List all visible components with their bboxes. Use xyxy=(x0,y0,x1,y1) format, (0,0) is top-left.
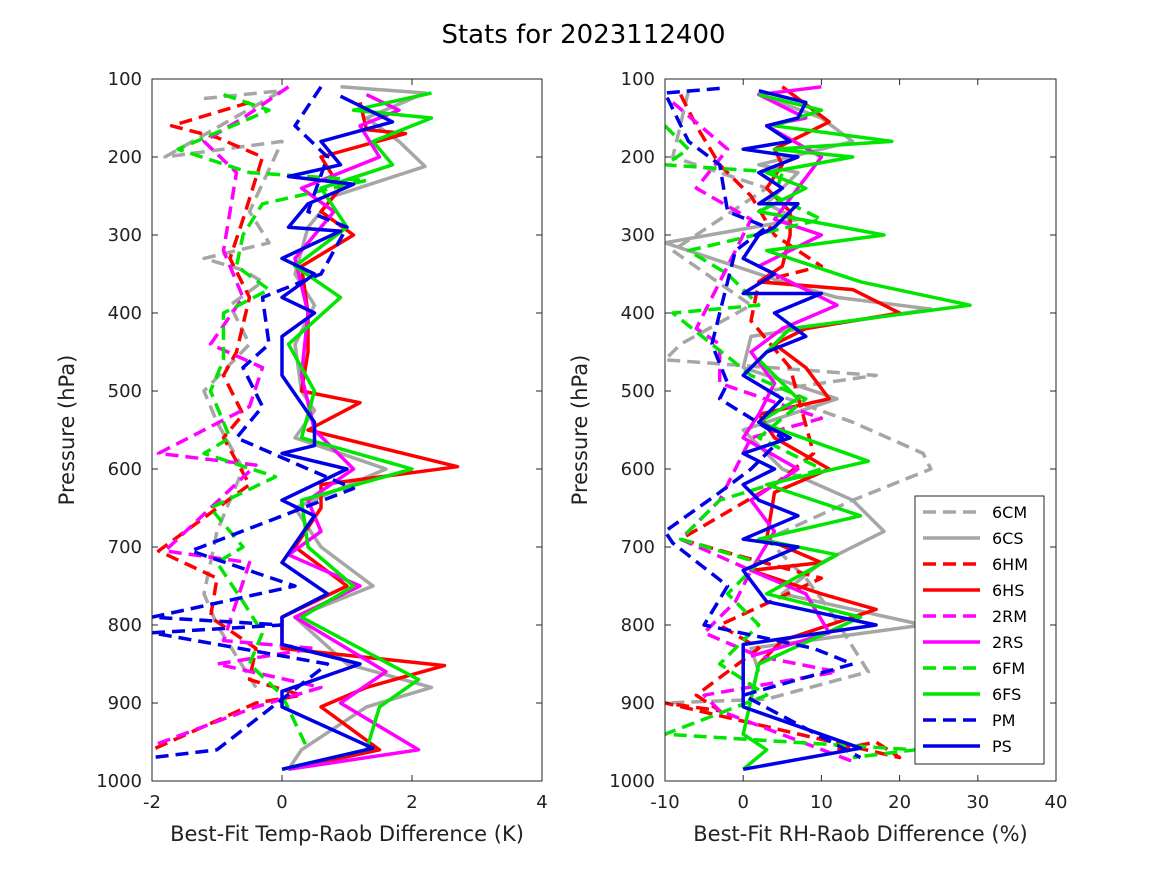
y-axis-label: Pressure (hPa) xyxy=(568,355,592,506)
series-group xyxy=(152,85,460,772)
right-panel-rh: -10 0 10 20 30 40 100 200 300 400 500 600 700 800 900 1… xyxy=(568,69,1067,846)
y-tick-label: 600 xyxy=(621,459,655,480)
plot-frame xyxy=(664,78,1057,782)
y-tick-label: 500 xyxy=(621,381,655,402)
y-tick-label: 300 xyxy=(621,225,655,246)
y-axis-label: Pressure (hPa) xyxy=(55,355,79,506)
series-line-2rm xyxy=(152,85,323,748)
legend: 6CM 6CS 6HM 6HS 2RM 2RS 6FM 6FS PM PS xyxy=(914,495,1045,765)
x-tick-label: 4 xyxy=(536,792,547,813)
legend-label: PS xyxy=(992,737,1012,756)
x-tick-label: 10 xyxy=(810,792,833,813)
legend-label: PM xyxy=(992,711,1015,730)
y-tick-label: 500 xyxy=(108,381,142,402)
x-tick-label: 40 xyxy=(1045,792,1068,813)
legend-box xyxy=(914,495,1045,765)
series-line-6cm xyxy=(163,88,284,689)
series-line-6fm xyxy=(665,124,917,760)
x-tick-label: 2 xyxy=(406,792,417,813)
series-line-ps xyxy=(280,94,395,772)
x-axis-label: Best-Fit Temp-Raob Difference (K) xyxy=(170,822,524,846)
series-line-6fs xyxy=(281,91,434,772)
y-tick-label: 100 xyxy=(621,69,655,90)
y-tick-label: 300 xyxy=(108,225,142,246)
y-tick-label: 900 xyxy=(621,693,655,714)
series-line-6fm xyxy=(176,92,369,751)
y-tick-label: 600 xyxy=(108,459,142,480)
y-tick-label: 800 xyxy=(108,615,142,636)
y-tick-label: 700 xyxy=(621,537,655,558)
y-tick-label: 400 xyxy=(108,303,142,324)
figure-title: Stats for 2023112400 xyxy=(441,20,726,50)
y-tick-label: 100 xyxy=(108,69,142,90)
y-tick-label: 800 xyxy=(621,615,655,636)
series-line-2rm xyxy=(671,101,854,764)
left-panel-temp: -2 0 2 4 100 200 300 400 500 600 700 800 900 1000 Best… xyxy=(55,69,548,846)
x-tick-label: 30 xyxy=(966,792,989,813)
series-line-2rs xyxy=(741,85,839,658)
series-line-pm xyxy=(152,85,356,760)
legend-label: 6CM xyxy=(992,503,1027,522)
series-line-6hm xyxy=(665,93,902,760)
x-tick-label: 20 xyxy=(888,792,911,813)
legend-label: 6HM xyxy=(992,555,1028,574)
y-tick-label: 1000 xyxy=(609,771,655,792)
plot-frame xyxy=(151,78,543,782)
y-tick-label: 700 xyxy=(108,537,142,558)
legend-label: 6HS xyxy=(992,581,1024,600)
series-line-6fs xyxy=(741,92,972,771)
y-tick-label: 200 xyxy=(621,147,655,168)
y-tick-label: 200 xyxy=(108,147,142,168)
series-line-6hm xyxy=(152,100,304,752)
legend-label: 6FS xyxy=(992,685,1021,704)
y-tick-label: 900 xyxy=(108,693,142,714)
series-line-2rs xyxy=(286,93,421,772)
x-tick-label: -2 xyxy=(143,792,161,813)
series-group xyxy=(665,85,972,772)
x-axis-label: Best-Fit RH-Raob Difference (%) xyxy=(693,822,1027,846)
legend-label: 6CS xyxy=(992,529,1024,548)
y-tick-label: 400 xyxy=(621,303,655,324)
x-tick-label: 0 xyxy=(737,792,748,813)
series-line-6cs xyxy=(287,85,434,771)
series-line-6cm xyxy=(665,90,933,705)
legend-label: 6FM xyxy=(992,659,1025,678)
x-tick-label: 0 xyxy=(276,792,287,813)
series-line-pm xyxy=(665,86,862,760)
legend-label: 2RS xyxy=(992,633,1023,652)
y-tick-label: 1000 xyxy=(96,771,142,792)
x-tick-label: -10 xyxy=(650,792,679,813)
legend-label: 2RM xyxy=(992,607,1027,626)
series-line-ps xyxy=(741,89,878,772)
